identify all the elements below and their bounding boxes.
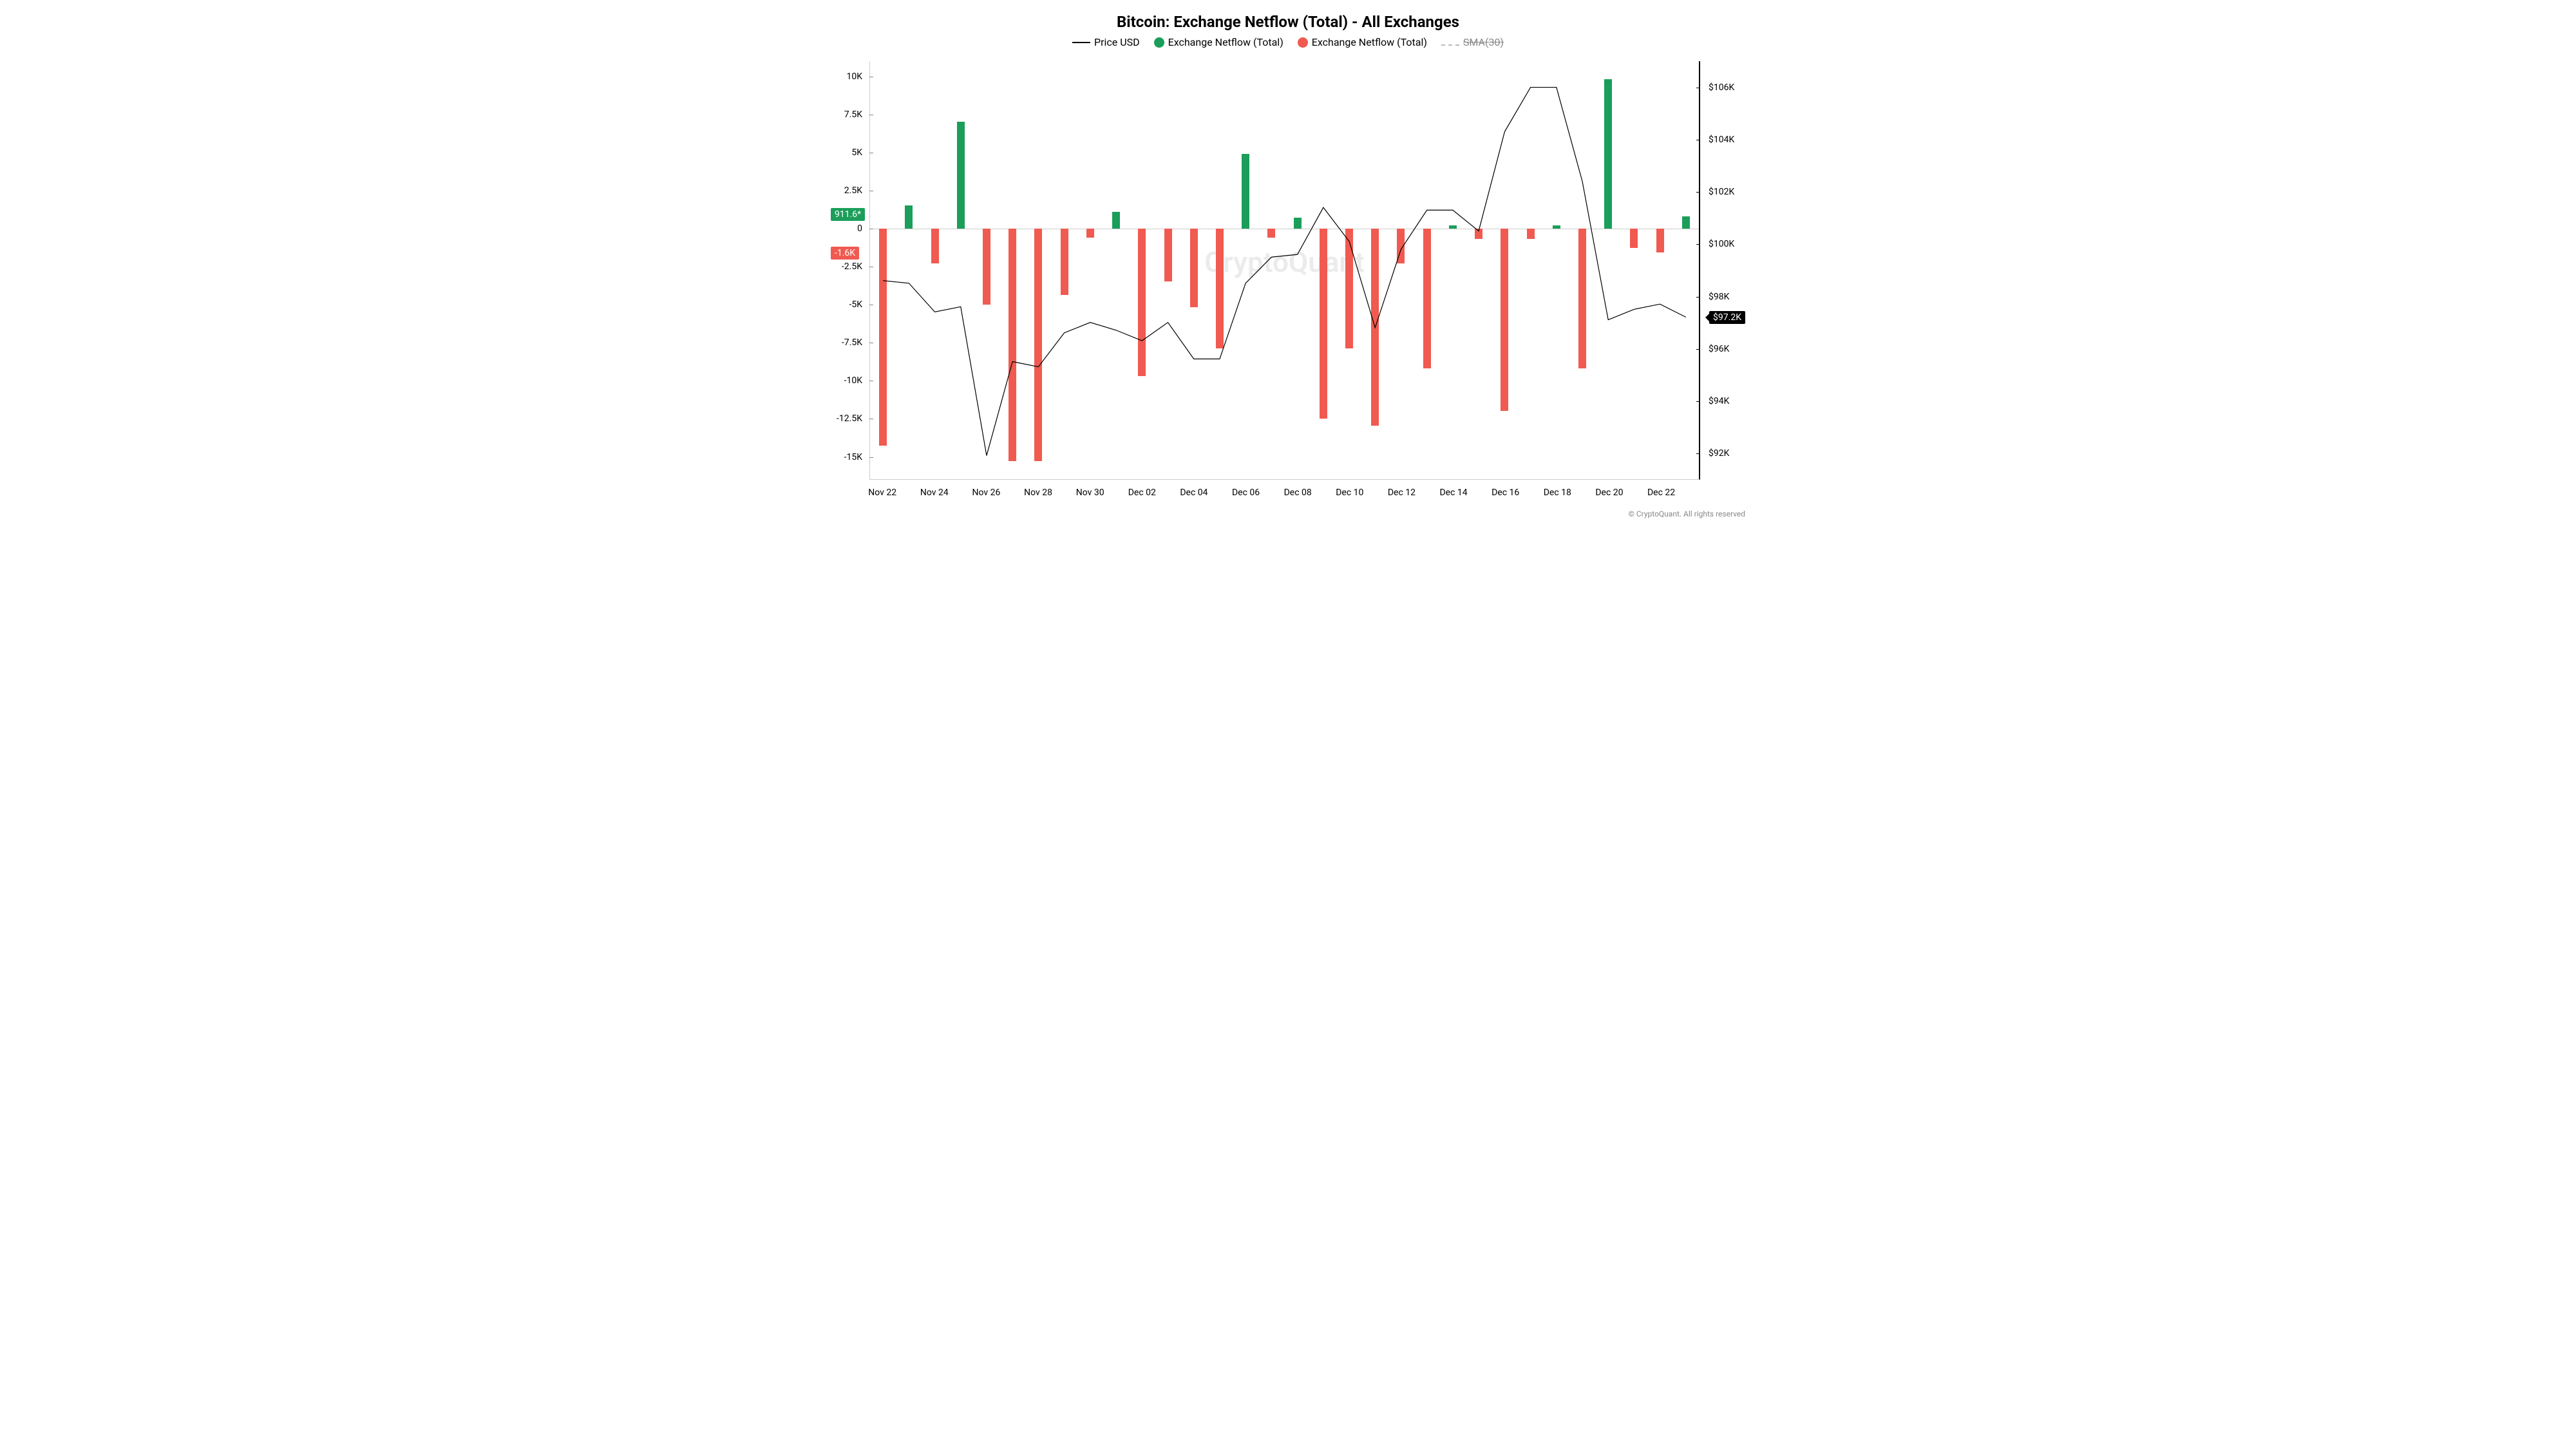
legend-price-label: Price USD <box>1094 36 1140 48</box>
chart-title: Bitcoin: Exchange Netflow (Total) - All … <box>805 13 1771 31</box>
legend-sma-label: SMA(30) <box>1463 36 1504 48</box>
y-right-tick-label: $92K <box>1703 448 1745 459</box>
legend-pos: Exchange Netflow (Total) <box>1154 36 1283 48</box>
y-right-tick-label: $104K <box>1703 135 1745 145</box>
y-right-tick-label: $94K <box>1703 396 1745 406</box>
y-right-tick-label: $102K <box>1703 187 1745 197</box>
x-tick-label: Dec 22 <box>1647 488 1675 498</box>
price-badge: $97.2K <box>1709 311 1745 324</box>
legend-neg: Exchange Netflow (Total) <box>1298 36 1427 48</box>
chart-container: Bitcoin: Exchange Netflow (Total) - All … <box>805 0 1771 518</box>
dash-swatch-icon <box>1441 44 1459 46</box>
y-right-tick-label: $96K <box>1703 344 1745 354</box>
y-left-tick-label: -10K <box>831 375 866 386</box>
x-tick-label: Dec 10 <box>1336 488 1363 498</box>
axis-badge: 911.6* <box>831 208 865 221</box>
x-tick-label: Nov 26 <box>972 488 1000 498</box>
y-left-tick-label: -7.5K <box>831 337 866 348</box>
x-tick-label: Dec 08 <box>1284 488 1312 498</box>
x-tick-label: Dec 20 <box>1595 488 1623 498</box>
dot-swatch-icon <box>1154 37 1164 48</box>
x-tick-label: Nov 24 <box>920 488 949 498</box>
y-right-tick-label: $106K <box>1703 82 1745 93</box>
price-line <box>870 61 1699 479</box>
x-tick-label: Dec 04 <box>1180 488 1208 498</box>
dot-swatch-icon <box>1298 37 1308 48</box>
y-left-tick-label: -2.5K <box>831 261 866 272</box>
x-tick-label: Nov 30 <box>1076 488 1104 498</box>
legend: Price USD Exchange Netflow (Total) Excha… <box>805 36 1771 48</box>
y-left-tick-label: -5K <box>831 299 866 310</box>
line-swatch-icon <box>1072 42 1090 43</box>
y-left-tick-label: -15K <box>831 452 866 462</box>
plot-area: CryptoQuant <box>869 61 1700 480</box>
axis-badge: -1.6K <box>831 247 859 260</box>
x-tick-label: Dec 16 <box>1492 488 1519 498</box>
legend-sma: SMA(30) <box>1441 36 1504 48</box>
y-left-tick-label: 2.5K <box>831 185 866 196</box>
x-tick-label: Nov 28 <box>1024 488 1052 498</box>
y-left-tick-label: 5K <box>831 147 866 158</box>
legend-neg-label: Exchange Netflow (Total) <box>1312 36 1427 48</box>
x-tick-label: Dec 12 <box>1388 488 1416 498</box>
y-left-tick-label: 7.5K <box>831 109 866 120</box>
y-left-tick-label: -12.5K <box>831 413 866 424</box>
chart: CryptoQuant 10K 7.5K 5K 2.5K 0 -2.5K -5K -7.5K -… <box>831 55 1745 506</box>
legend-pos-label: Exchange Netflow (Total) <box>1168 36 1283 48</box>
y-right-tick-label: $98K <box>1703 292 1745 302</box>
credit: © CryptoQuant. All rights reserved <box>805 509 1745 518</box>
x-tick-label: Dec 06 <box>1232 488 1260 498</box>
x-tick-label: Dec 18 <box>1544 488 1571 498</box>
legend-price: Price USD <box>1072 36 1140 48</box>
y-left-tick-label: 10K <box>831 71 866 82</box>
x-tick-label: Nov 22 <box>868 488 896 498</box>
y-right-tick-label: $100K <box>1703 239 1745 249</box>
x-tick-label: Dec 14 <box>1439 488 1467 498</box>
y-left-tick-label: 0 <box>831 223 866 234</box>
x-tick-label: Dec 02 <box>1128 488 1156 498</box>
